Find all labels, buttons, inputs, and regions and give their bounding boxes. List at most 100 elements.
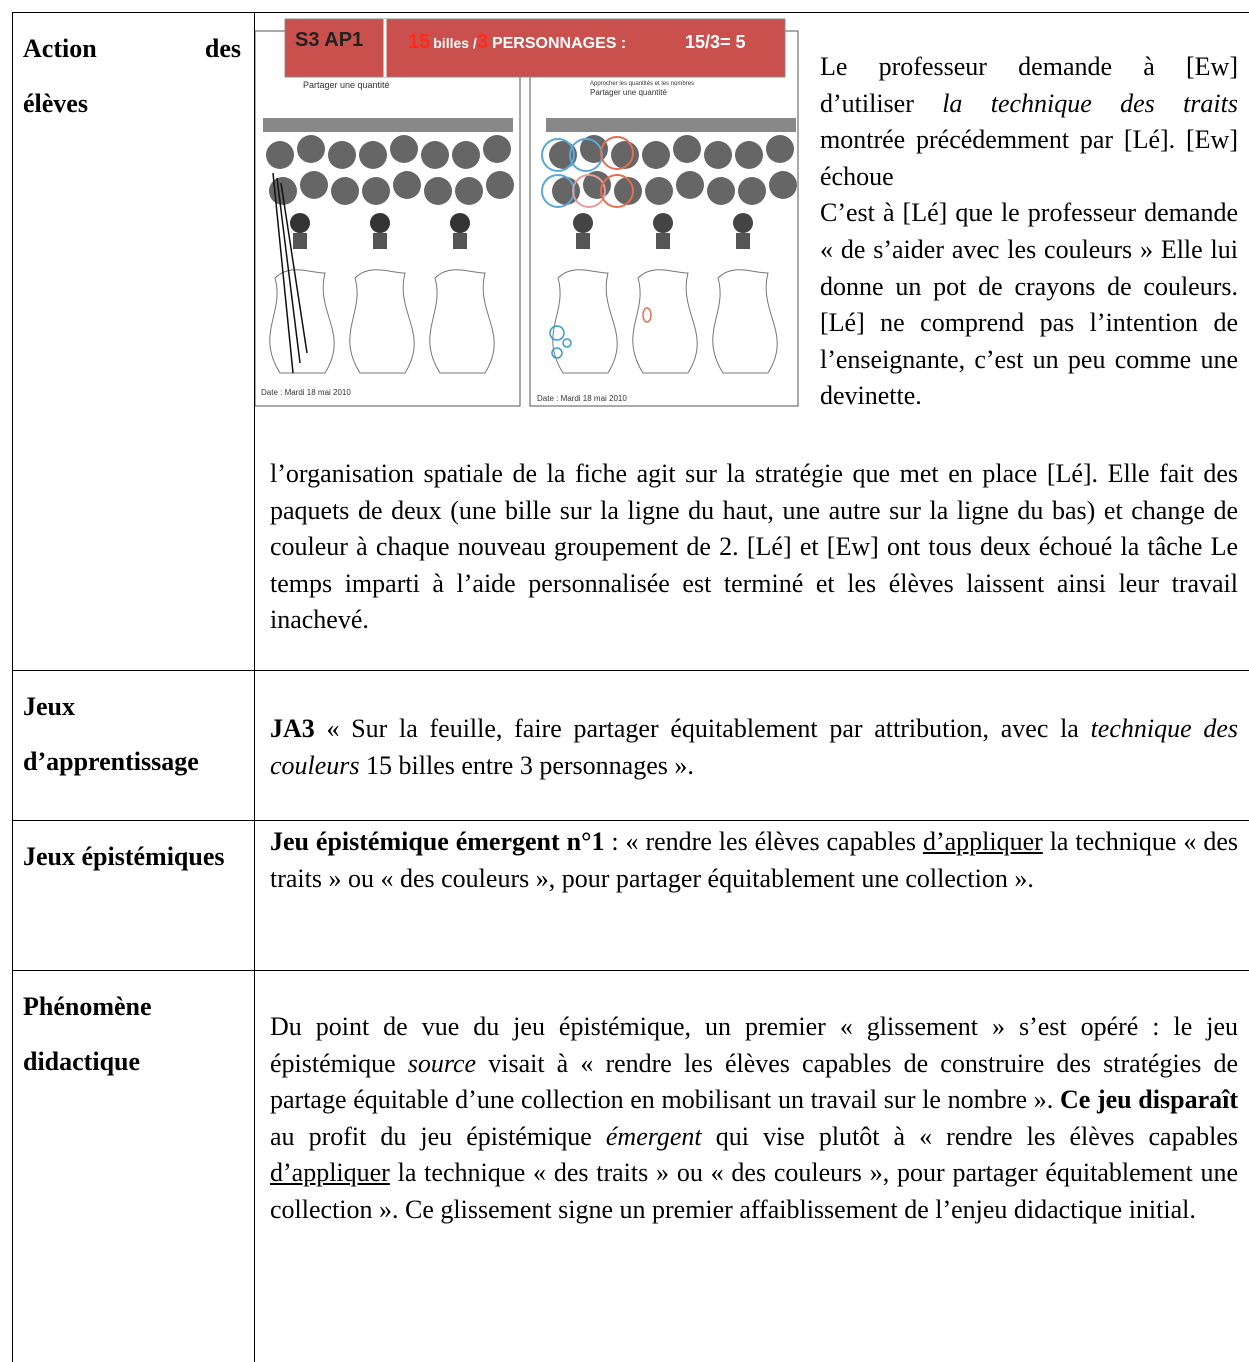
text-run: au profit du jeu épistémique: [270, 1121, 606, 1151]
drawing-shape: [552, 269, 618, 374]
text-run: la technique des traits: [942, 88, 1238, 118]
drawing-shape: [450, 213, 470, 233]
drawing-shape: [549, 141, 577, 169]
text-run: Du point de vue du jeu épistémique, un p…: [270, 1012, 1238, 1078]
cell-text: Du point de vue du jeu épistémique, un p…: [270, 1009, 1238, 1229]
text-run: source: [407, 1048, 477, 1078]
drawing-shape: [455, 177, 483, 205]
drawing-shape: [733, 213, 753, 233]
drawing-shape: [600, 174, 634, 208]
drawing-shape: [297, 135, 325, 163]
text-run: : « rendre les élèves capables: [604, 827, 923, 856]
text-run: Ce jeu disparaît: [1059, 1085, 1238, 1115]
worksheet-photo: S3 AP1 15 billes /3 PERSONNAGES : 15/3= 5 …: [255, 18, 799, 407]
drawing: [263, 118, 797, 374]
row-label: Jeux épistémiques: [23, 842, 225, 871]
row: Jeux épistémiques Jeu épistémique émerge…: [12, 820, 1249, 970]
drawing-shape: [429, 269, 495, 374]
drawing-shape: [331, 177, 359, 205]
drawing-shape: [769, 171, 797, 199]
drawing-shape: [280, 182, 308, 354]
drawing-shape: [546, 118, 796, 132]
drawing-shape: [653, 213, 673, 233]
text-run: technique des couleurs: [270, 714, 1238, 780]
text-run: la technique « des traits » ou « des cou…: [270, 1158, 1238, 1224]
drawing-shape: [611, 141, 639, 169]
banner-problem: 15 billes /3 PERSONNAGES :: [408, 31, 626, 53]
drawing-shape: [266, 141, 294, 169]
drawing-shape: [614, 177, 642, 205]
drawing-shape: [600, 136, 634, 170]
drawing-shape: [656, 233, 670, 249]
drawing-shape: [645, 177, 673, 205]
drawing-shape: [373, 233, 387, 249]
drawing-shape: [642, 307, 652, 323]
row: Phénomène didactique Du point de vue du …: [12, 970, 1249, 1362]
cell-text: JA3 « Sur la feuille, faire partager équ…: [270, 711, 1238, 784]
text-run: visait à « rendre les élèves capables de…: [270, 1048, 1238, 1115]
drawing-shape: [562, 338, 572, 348]
paragraph: C’est à [Lé] que le professeur demande «…: [820, 195, 1238, 415]
drawing-shape: [735, 141, 763, 169]
sheet-date: Date : Mardi 18 mai 2010: [537, 394, 627, 403]
drawing-shape: [676, 171, 704, 199]
drawing-shape: [766, 135, 794, 163]
drawing-shape: [263, 118, 513, 132]
banner-session: S3 AP1: [295, 29, 363, 51]
drawing-shape: [359, 141, 387, 169]
text-run: 15 billes entre 3 personnages ».: [359, 750, 694, 780]
drawing-shape: [573, 213, 593, 233]
drawing-shape: [541, 138, 575, 172]
text-run: qui vise plutôt à « rendre les élèves ca…: [701, 1121, 1239, 1151]
text-run: JA3: [270, 714, 315, 743]
drawing-shape: [712, 269, 778, 374]
row-label: Action des élèves: [23, 34, 241, 118]
drawing-shape: [736, 233, 750, 249]
banner: [284, 18, 786, 78]
sheet-title: Partager une quantité: [590, 88, 667, 97]
paragraph: Le professeur demande à [Ew] d’utiliser …: [820, 49, 1238, 195]
paragraph: Jeu épistémique émergent n°1 : « rendre …: [270, 824, 1238, 897]
row: Action des élèves S3 AP1 15 billes /3 PERS…: [12, 12, 1249, 670]
drawing-shape: [300, 171, 328, 199]
text-run: C’est à [Lé] que le professeur demande «…: [820, 198, 1238, 411]
drawing-shape: [549, 325, 565, 341]
paragraph: l’organisation spatiale de la fiche agit…: [270, 456, 1238, 639]
row-label: Jeux d’apprentissage: [23, 692, 199, 776]
drawing-shape: [738, 177, 766, 205]
drawing-shape: [276, 177, 301, 364]
drawing-shape: [424, 177, 452, 205]
text-run: d’appliquer: [270, 1158, 390, 1188]
text-run: d’appliquer: [922, 827, 1043, 856]
side-text: Le professeur demande à [Ew] d’utiliser …: [820, 49, 1238, 415]
banner-equation: 15/3= 5: [685, 32, 746, 52]
drawing-shape: [362, 177, 390, 205]
drawing-shape: [632, 269, 698, 374]
drawing-shape: [328, 141, 356, 169]
sheet-subtitle: Approcher les quantités et les nombres: [590, 81, 694, 87]
drawing-shape: [390, 135, 418, 163]
cell-text: Jeu épistémique émergent n°1 : « rendre …: [270, 824, 1238, 897]
row: Jeux d’apprentissage JA3 « Sur la feuill…: [12, 670, 1249, 820]
drawing-shape: [576, 233, 590, 249]
drawing-shape: [293, 233, 307, 249]
sheet-date: Date : Mardi 18 mai 2010: [261, 388, 351, 397]
text-run: montrée précédemment par [Lé]. [Ew] écho…: [820, 125, 1238, 191]
text-run: « Sur la feuille, faire partager équitab…: [314, 714, 1091, 743]
drawing-shape: [486, 171, 514, 199]
sheet-title: Partager une quantité: [303, 80, 390, 90]
drawing-shape: [642, 141, 670, 169]
drawing-shape: [551, 347, 563, 359]
text-run: émergent: [605, 1121, 702, 1151]
drawing-shape: [269, 269, 335, 374]
drawing-shape: [572, 174, 606, 208]
drawing-shape: [704, 141, 732, 169]
paragraph: JA3 « Sur la feuille, faire partager équ…: [270, 711, 1238, 784]
paragraph: Du point de vue du jeu épistémique, un p…: [270, 1009, 1238, 1229]
drawing-shape: [272, 172, 294, 374]
drawing-shape: [421, 141, 449, 169]
drawing-shape: [707, 177, 735, 205]
text-run: la technique « des traits » ou « des cou…: [270, 827, 1238, 893]
drawing-shape: [673, 135, 701, 163]
